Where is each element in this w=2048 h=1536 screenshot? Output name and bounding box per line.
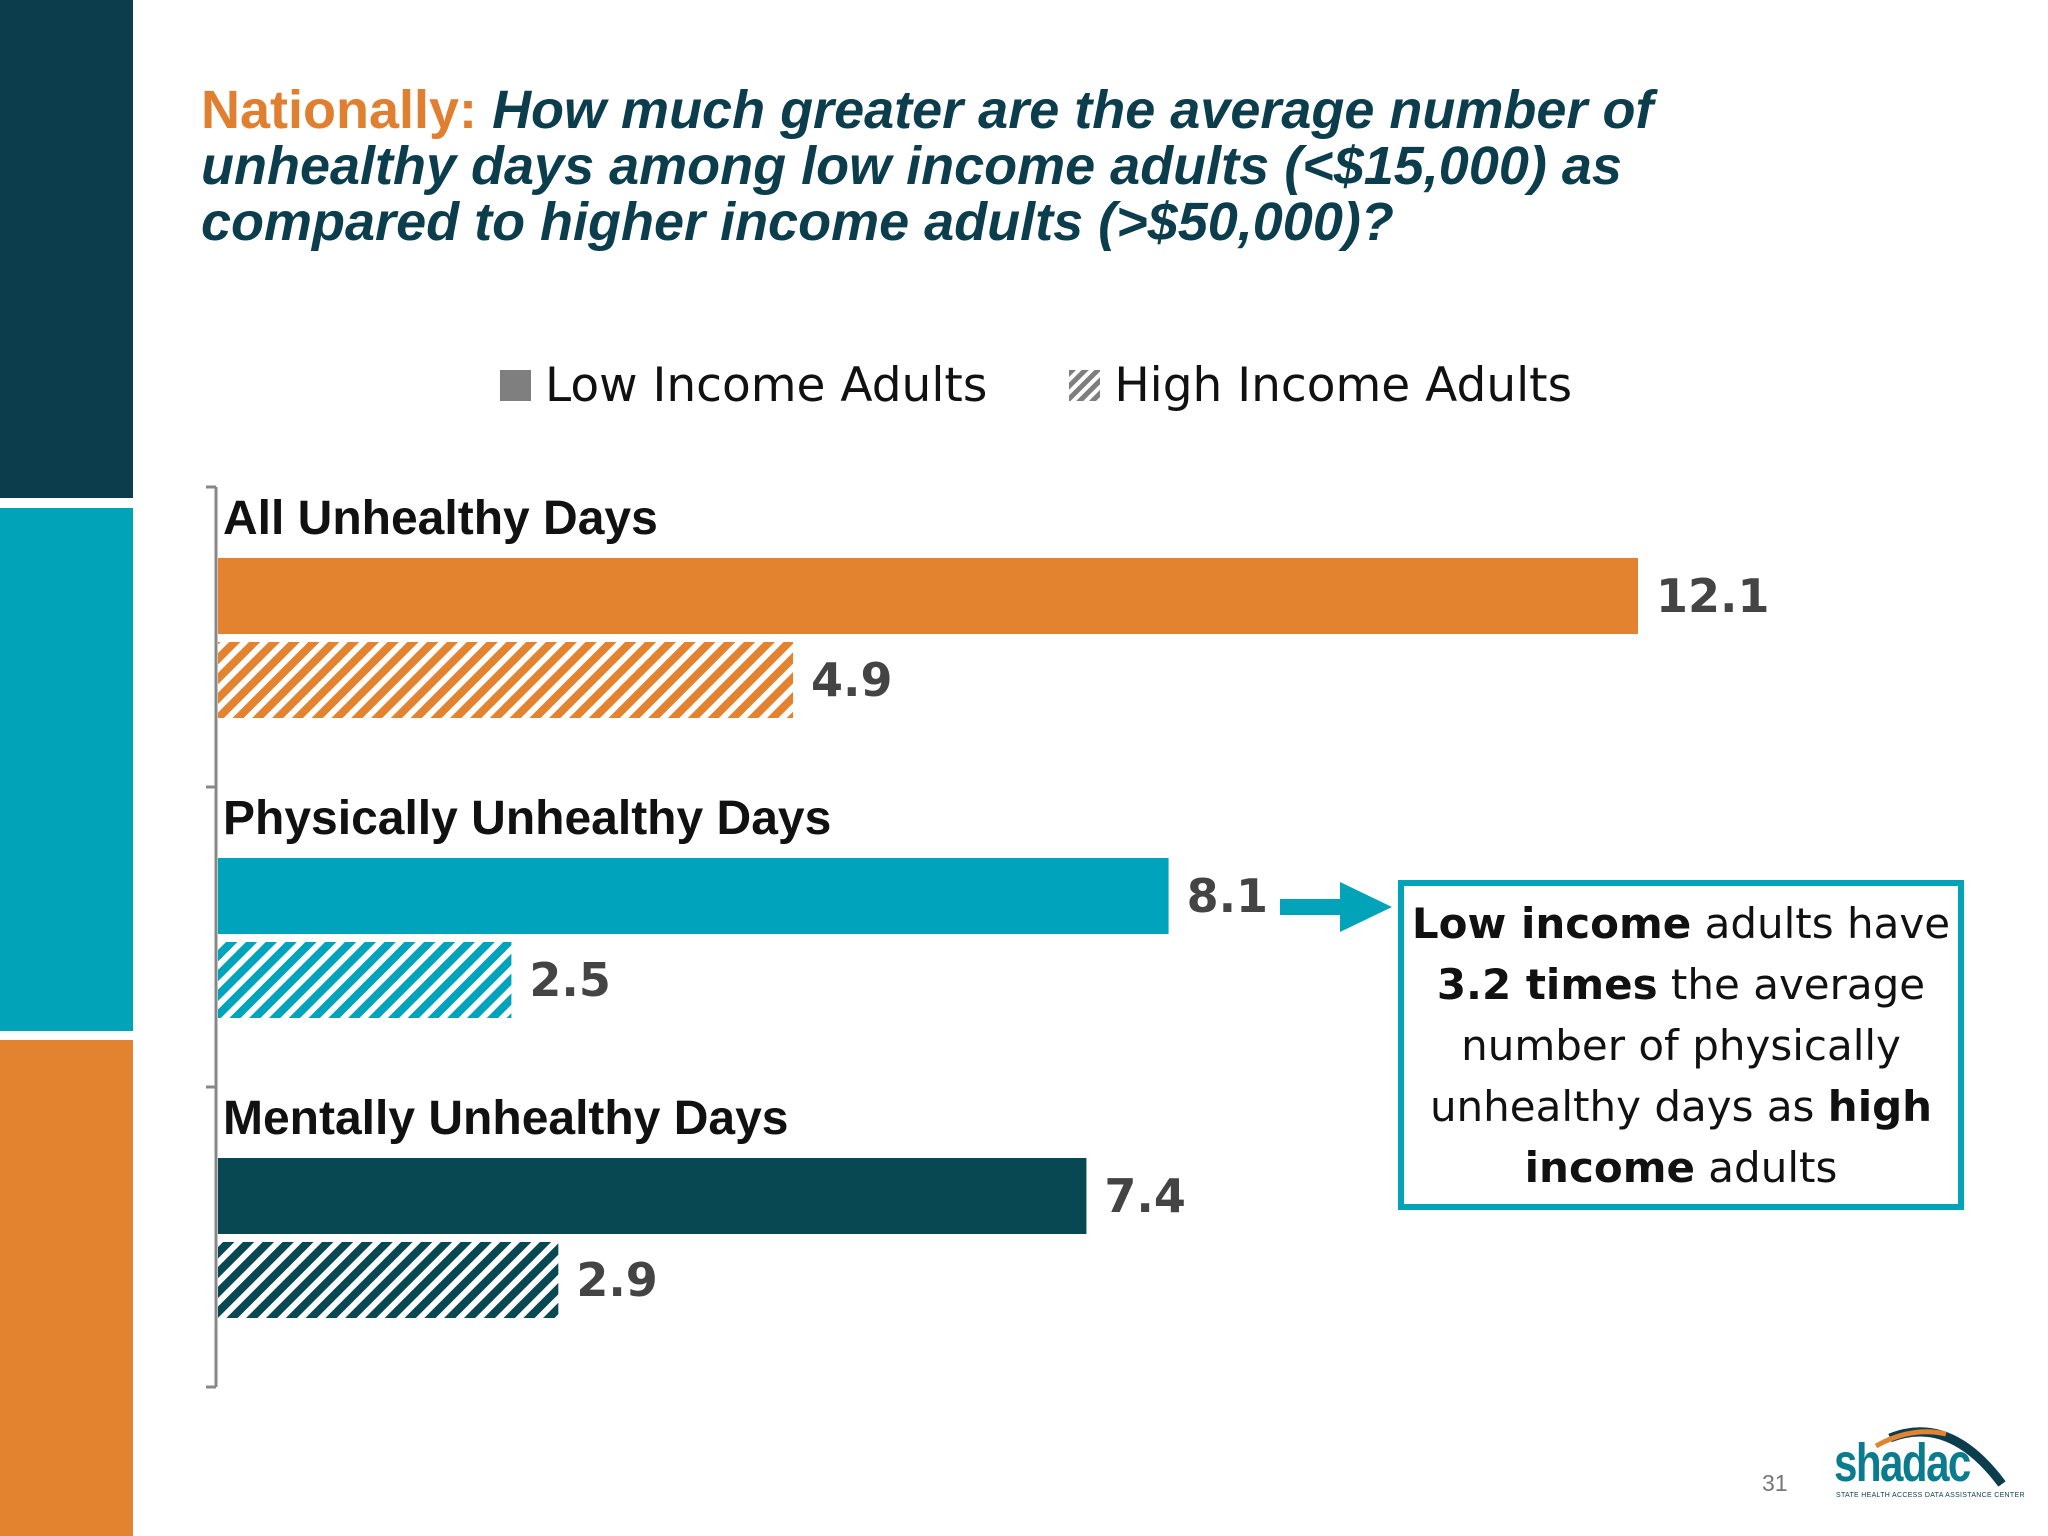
page-number: 31 [1762, 1470, 1788, 1496]
legend-item-high-income: High Income Adults [1069, 358, 1572, 413]
callout-text-part: the average number of physically unhealt… [1429, 959, 1926, 1131]
title-question: How much greater are the average number … [201, 80, 1654, 252]
logo-arc-icon [1874, 1427, 2006, 1487]
chart-legend: Low Income Adults High Income Adults [500, 355, 1654, 415]
logo-tagline: STATE HEALTH ACCESS DATA ASSISTANCE CENT… [1836, 1492, 2025, 1499]
category-label: Physically Unhealthy Days [223, 792, 831, 845]
shadac-logo: shadac STATE HEALTH ACCESS DATA ASSISTAN… [1832, 1420, 2025, 1506]
bar-low-income [218, 858, 1169, 934]
legend-swatch-hatched [1069, 369, 1101, 401]
callout-emphasis-high-income: high income [1524, 1081, 1933, 1192]
legend-item-low-income: Low Income Adults [500, 358, 987, 413]
legend-swatch-solid [500, 369, 531, 401]
category-label: All Unhealthy Days [223, 492, 658, 545]
arrow-right-icon [1280, 882, 1392, 932]
callout-emphasis-low-income: Low income [1411, 898, 1692, 948]
slide-title: Nationally: How much greater are the ave… [201, 82, 1761, 250]
category-label: Mentally Unhealthy Days [223, 1092, 789, 1145]
bar-low-income [218, 558, 1638, 634]
bar-low-income [218, 1158, 1087, 1234]
left-strip-orange [0, 1040, 133, 1536]
left-strip-teal [0, 508, 133, 1031]
bar-high-income [218, 1242, 559, 1318]
data-label-high-income: 4.9 [811, 653, 893, 707]
bar-high-income [218, 642, 794, 718]
data-label-high-income: 2.5 [529, 953, 611, 1007]
data-label-high-income: 2.9 [576, 1253, 658, 1307]
legend-label-low-income: Low Income Adults [545, 357, 988, 413]
callout-emphasis-ratio: 3.2 times [1436, 959, 1658, 1009]
title-lead: Nationally: [201, 80, 478, 140]
data-label-low-income: 7.4 [1104, 1169, 1186, 1223]
legend-label-high-income: High Income Adults [1114, 357, 1573, 413]
callout-text-part: adults have [1691, 898, 1951, 948]
logo-wordmark: shadac [1834, 1433, 1971, 1493]
data-label-low-income: 8.1 [1187, 869, 1269, 923]
left-strip-navy [0, 0, 133, 498]
data-label-low-income: 12.1 [1656, 569, 1770, 623]
bar-high-income [218, 942, 512, 1018]
callout-box: Low income adults have 3.2 times the ave… [1398, 880, 1964, 1210]
callout-text-part: adults [1694, 1142, 1838, 1192]
callout-text: Low income adults have 3.2 times the ave… [1404, 893, 1958, 1198]
